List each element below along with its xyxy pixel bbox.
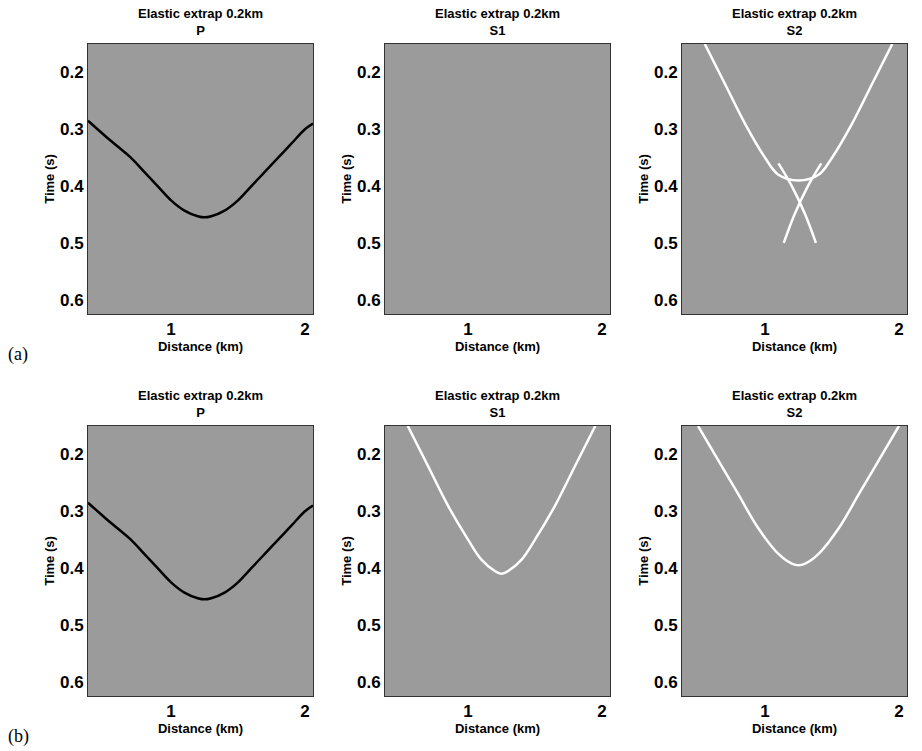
svg-text:Elastic extrap 0.2kmS1: Elastic extrap 0.2kmS1 bbox=[435, 388, 560, 420]
svg-text:0.6: 0.6 bbox=[60, 673, 84, 692]
svg-text:Time (s): Time (s) bbox=[42, 536, 57, 586]
svg-text:1: 1 bbox=[760, 702, 769, 721]
svg-text:0.6: 0.6 bbox=[357, 291, 381, 310]
svg-text:Time (s): Time (s) bbox=[636, 154, 651, 204]
svg-text:Time (s): Time (s) bbox=[42, 154, 57, 204]
svg-text:0.6: 0.6 bbox=[654, 673, 678, 692]
svg-text:0.4: 0.4 bbox=[357, 559, 381, 578]
svg-text:1: 1 bbox=[166, 320, 175, 339]
svg-text:0.3: 0.3 bbox=[60, 502, 84, 521]
svg-text:0.5: 0.5 bbox=[654, 234, 678, 253]
svg-text:(a): (a) bbox=[8, 344, 28, 365]
svg-text:Distance (km): Distance (km) bbox=[455, 721, 540, 736]
svg-text:0.4: 0.4 bbox=[654, 559, 678, 578]
svg-text:Distance (km): Distance (km) bbox=[752, 339, 837, 354]
svg-text:0.3: 0.3 bbox=[654, 120, 678, 139]
svg-text:0.2: 0.2 bbox=[654, 445, 678, 464]
svg-text:1: 1 bbox=[463, 320, 472, 339]
svg-text:0.3: 0.3 bbox=[60, 120, 84, 139]
svg-text:Distance (km): Distance (km) bbox=[158, 339, 243, 354]
svg-text:0.2: 0.2 bbox=[60, 445, 84, 464]
svg-text:Elastic extrap 0.2kmS2: Elastic extrap 0.2kmS2 bbox=[732, 6, 857, 38]
svg-text:0.2: 0.2 bbox=[654, 63, 678, 82]
svg-text:0.6: 0.6 bbox=[654, 291, 678, 310]
svg-text:2: 2 bbox=[597, 320, 606, 339]
svg-text:Elastic extrap 0.2kmP: Elastic extrap 0.2kmP bbox=[138, 6, 263, 38]
svg-text:Elastic extrap 0.2kmS1: Elastic extrap 0.2kmS1 bbox=[435, 6, 560, 38]
svg-text:2: 2 bbox=[894, 702, 903, 721]
svg-text:0.3: 0.3 bbox=[357, 502, 381, 521]
svg-text:0.2: 0.2 bbox=[60, 63, 84, 82]
svg-text:(b): (b) bbox=[8, 726, 29, 747]
svg-text:0.2: 0.2 bbox=[357, 63, 381, 82]
svg-text:0.6: 0.6 bbox=[60, 291, 84, 310]
svg-text:0.5: 0.5 bbox=[357, 234, 381, 253]
svg-text:Time (s): Time (s) bbox=[339, 154, 354, 204]
svg-text:2: 2 bbox=[597, 702, 606, 721]
svg-text:Time (s): Time (s) bbox=[339, 536, 354, 586]
svg-text:Distance (km): Distance (km) bbox=[455, 339, 540, 354]
svg-text:1: 1 bbox=[463, 702, 472, 721]
svg-text:Distance (km): Distance (km) bbox=[752, 721, 837, 736]
svg-text:Elastic extrap 0.2kmP: Elastic extrap 0.2kmP bbox=[138, 388, 263, 420]
svg-text:0.4: 0.4 bbox=[357, 177, 381, 196]
svg-text:2: 2 bbox=[894, 320, 903, 339]
svg-text:2: 2 bbox=[300, 702, 309, 721]
svg-text:0.3: 0.3 bbox=[357, 120, 381, 139]
svg-text:Time (s): Time (s) bbox=[636, 536, 651, 586]
svg-text:2: 2 bbox=[300, 320, 309, 339]
svg-text:Distance (km): Distance (km) bbox=[158, 721, 243, 736]
svg-text:0.4: 0.4 bbox=[60, 177, 84, 196]
svg-text:0.4: 0.4 bbox=[654, 177, 678, 196]
svg-text:1: 1 bbox=[760, 320, 769, 339]
svg-text:0.5: 0.5 bbox=[60, 234, 84, 253]
svg-text:0.5: 0.5 bbox=[654, 616, 678, 635]
svg-text:0.5: 0.5 bbox=[357, 616, 381, 635]
svg-text:0.6: 0.6 bbox=[357, 673, 381, 692]
svg-text:0.3: 0.3 bbox=[654, 502, 678, 521]
svg-text:0.2: 0.2 bbox=[357, 445, 381, 464]
svg-text:Elastic extrap 0.2kmS2: Elastic extrap 0.2kmS2 bbox=[732, 388, 857, 420]
svg-text:1: 1 bbox=[166, 702, 175, 721]
svg-text:0.5: 0.5 bbox=[60, 616, 84, 635]
svg-text:0.4: 0.4 bbox=[60, 559, 84, 578]
